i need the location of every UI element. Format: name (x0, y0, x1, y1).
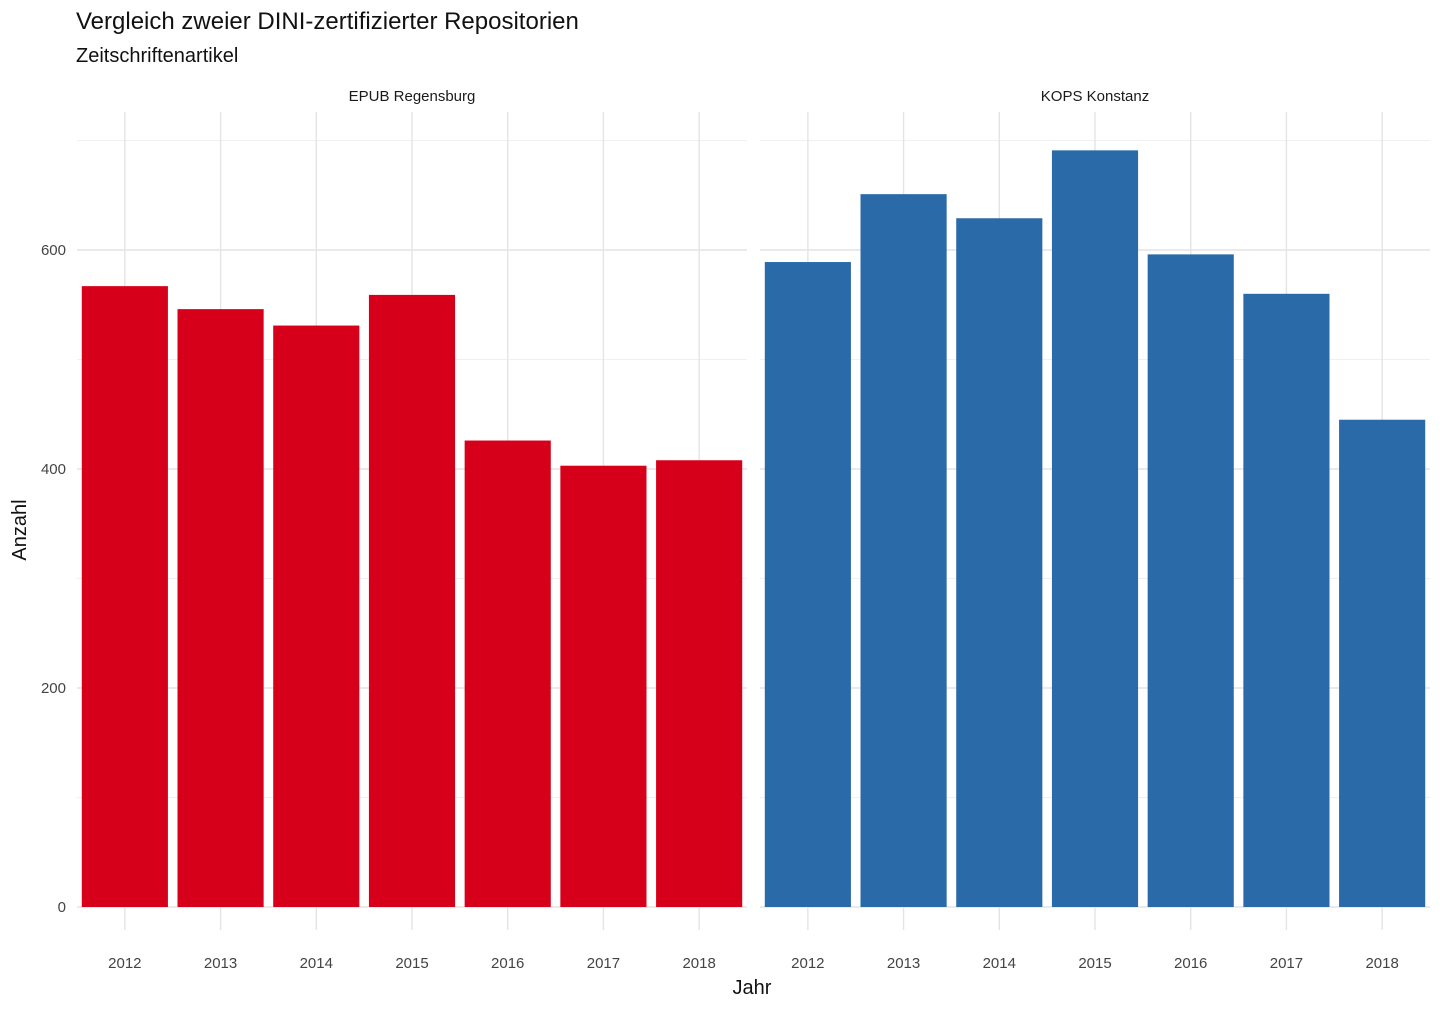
chart-subtitle: Zeitschriftenartikel (76, 45, 238, 67)
x-axis-label: Jahr (733, 977, 772, 999)
bar-2017 (560, 465, 647, 907)
facet-strip-label: EPUB Regensburg (349, 88, 476, 105)
x-tick-label: 2018 (682, 955, 715, 972)
y-tick-label: 200 (41, 680, 66, 697)
x-tick-label: 2012 (108, 955, 141, 972)
y-tick-label: 0 (58, 899, 66, 916)
facet-strip-label: KOPS Konstanz (1041, 88, 1149, 105)
x-tick-label: 2017 (587, 955, 620, 972)
bar-2015 (1051, 150, 1139, 908)
x-tick-label: 2017 (1270, 955, 1303, 972)
bar-2013 (177, 309, 264, 907)
x-tick-label: 2014 (300, 955, 333, 972)
x-tick-label: 2013 (204, 955, 237, 972)
x-tick-label: 2018 (1365, 955, 1398, 972)
bar-2016 (464, 440, 551, 907)
x-tick-label: 2012 (791, 955, 824, 972)
y-tick-label: 400 (41, 461, 66, 478)
bar-2013 (860, 194, 947, 907)
panel-2: KOPS Konstanz 2012 2013 2014 2015 2016 2017 201… (760, 88, 1430, 972)
x-tick-label: 2016 (491, 955, 524, 972)
bar-2016 (1147, 254, 1234, 907)
bar-2018 (1339, 419, 1426, 907)
panel-1: EPUB Regensburg 2012 2013 2014 2015 2016 2017 2… (41, 88, 747, 972)
x-tick-label: 2015 (1078, 955, 1111, 972)
y-axis-label: Anzahl (9, 499, 31, 560)
x-tick-label: 2014 (983, 955, 1016, 972)
bar-2014 (956, 218, 1043, 907)
x-tick-label: 2016 (1174, 955, 1207, 972)
bar-2017 (1243, 293, 1330, 907)
x-tick-label: 2015 (395, 955, 428, 972)
bar-2012 (81, 286, 168, 907)
x-tick-label: 2013 (887, 955, 920, 972)
chart-title: Vergleich zweier DINI-zertifizierter Rep… (76, 8, 579, 35)
y-tick-label: 600 (41, 242, 66, 259)
bar-2014 (273, 325, 360, 907)
panels-layer: EPUB Regensburg 2012 2013 2014 2015 2016 2017 2… (41, 88, 1430, 972)
bar-2012 (764, 262, 851, 907)
bar-2018 (656, 460, 743, 907)
bar-2015 (368, 294, 456, 907)
